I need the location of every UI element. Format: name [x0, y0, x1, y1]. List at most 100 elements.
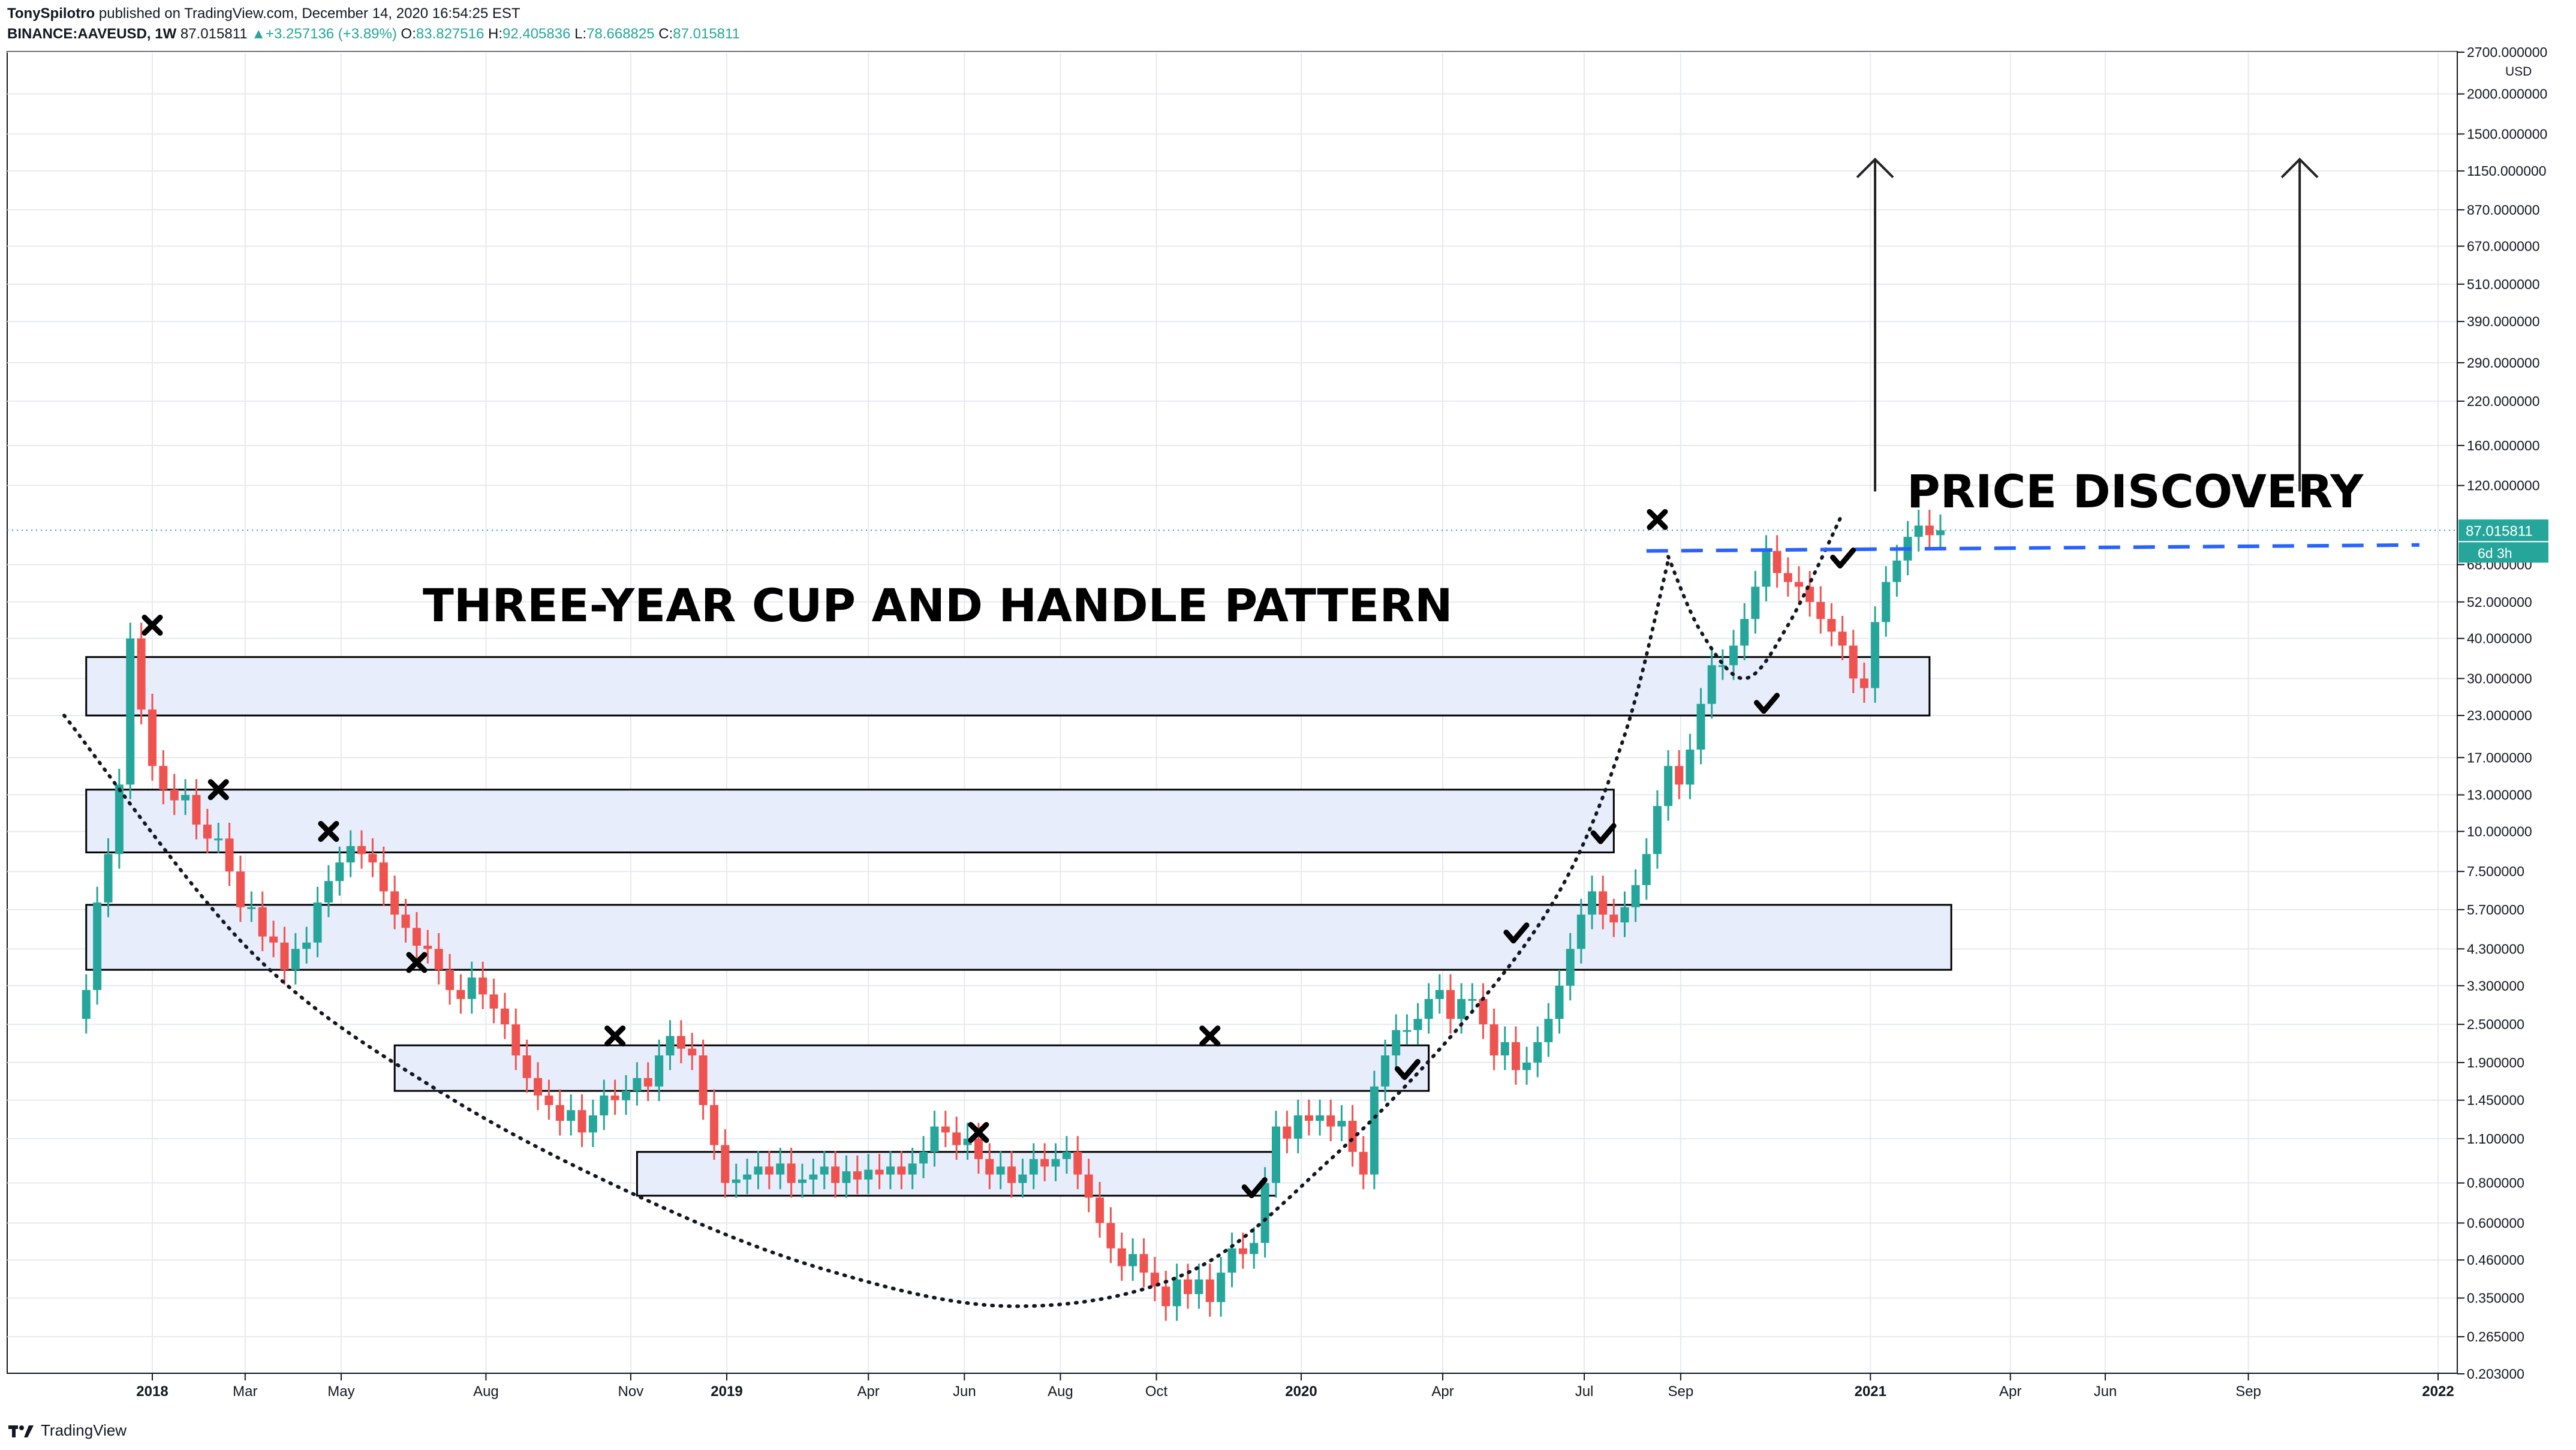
- candle-down: [985, 1159, 994, 1175]
- candle-up: [1457, 998, 1466, 1019]
- price-tick-label: 3.300000: [2467, 978, 2524, 994]
- price-tick-label: 17.000000: [2467, 750, 2532, 765]
- time-tick-label: Apr: [1431, 1383, 1453, 1400]
- candle-down: [610, 1095, 619, 1100]
- candle-down: [699, 1055, 708, 1105]
- candle-up: [996, 1166, 1005, 1175]
- handle-curve: [1666, 512, 1844, 681]
- candle-up: [886, 1166, 895, 1175]
- candle-up: [1128, 1254, 1137, 1267]
- price-zone: [85, 789, 1615, 853]
- candle-down: [489, 994, 498, 1009]
- price-change: +3.257136 (+3.89%): [266, 26, 397, 42]
- time-tick-label: 2018: [136, 1383, 168, 1400]
- candle-down: [676, 1036, 685, 1049]
- candle-down: [170, 789, 179, 801]
- time-tick-label: Sep: [2235, 1383, 2261, 1400]
- candle-up: [600, 1095, 609, 1115]
- candle-down: [1139, 1254, 1148, 1273]
- candle-up: [622, 1091, 631, 1100]
- price-tick-label: 2.500000: [2467, 1016, 2524, 1032]
- chart-header: TonySpilotro published on TradingView.co…: [7, 4, 740, 44]
- candle-up: [1424, 998, 1433, 1019]
- countdown-label: 6d 3h: [2478, 545, 2512, 561]
- cup-and-handle-curves: [7, 512, 2457, 1308]
- high-label: H:: [488, 26, 502, 42]
- candle-up: [1051, 1159, 1060, 1167]
- candle-down: [434, 949, 443, 970]
- candle-up: [1620, 907, 1629, 923]
- candle-up: [919, 1151, 928, 1164]
- price-tick-label: 1.450000: [2467, 1093, 2524, 1108]
- up-arrow-icon: ▲: [251, 26, 266, 42]
- price-zone: [85, 904, 1952, 971]
- price-tick-label: 7.500000: [2467, 864, 2524, 879]
- candle-down: [544, 1095, 553, 1105]
- time-tick-label: Nov: [618, 1383, 644, 1400]
- symbol-label[interactable]: BINANCE:AAVEUSD, 1W: [7, 26, 177, 42]
- price-tick-label: 870.000000: [2467, 202, 2540, 218]
- price-tick-label: 1.900000: [2467, 1055, 2524, 1070]
- candle-down: [412, 928, 421, 946]
- candle-up: [93, 903, 102, 990]
- candle-up: [1435, 989, 1444, 999]
- candle-down: [897, 1166, 906, 1175]
- candle-down: [456, 989, 465, 999]
- candle-up: [1653, 806, 1662, 855]
- candle-down: [1040, 1159, 1049, 1167]
- price-tick-label: 40.000000: [2467, 631, 2532, 646]
- candle-down: [379, 862, 388, 892]
- publisher-line: TonySpilotro published on TradingView.co…: [7, 4, 740, 24]
- open-value: 83.827516: [416, 26, 484, 42]
- candle-down: [225, 838, 234, 872]
- candle-down: [875, 1169, 884, 1175]
- candle-up: [1544, 1019, 1553, 1042]
- price-tick-label: 0.350000: [2467, 1290, 2524, 1306]
- candle-up: [588, 1115, 597, 1133]
- candle-up: [1588, 891, 1597, 915]
- close-label: C:: [658, 26, 673, 42]
- candle-up: [181, 795, 190, 801]
- last-price-badge: [2458, 519, 2548, 542]
- arrow-head-icon: [2280, 157, 2319, 179]
- candle-down: [1096, 1198, 1105, 1223]
- candle-up: [346, 846, 355, 863]
- check-icon: [1590, 823, 1617, 844]
- published-text: published on TradingView.com, December 1…: [98, 5, 520, 22]
- check-icon: [1241, 1177, 1268, 1199]
- candle-down: [1117, 1248, 1126, 1267]
- candle-up: [1566, 949, 1575, 986]
- candle-down: [357, 846, 366, 855]
- candle-up: [930, 1126, 939, 1152]
- candle-up: [864, 1169, 873, 1180]
- time-tick-label: 2022: [2422, 1383, 2454, 1400]
- cross-icon: [207, 779, 229, 801]
- candle-down: [1007, 1166, 1016, 1183]
- candle-down: [952, 1132, 961, 1145]
- price-tick-label: 670.000000: [2467, 238, 2540, 254]
- low-value: 78.668825: [586, 26, 655, 42]
- candle-down: [1783, 573, 1792, 582]
- candle-up: [1522, 1062, 1531, 1070]
- tradingview-brand[interactable]: TradingView: [41, 1421, 127, 1439]
- price-tick-label: 220.000000: [2467, 393, 2540, 409]
- candle-down: [1304, 1115, 1313, 1121]
- candle-up: [1707, 665, 1716, 704]
- candle-up: [324, 881, 333, 903]
- support-resistance-zones: [85, 656, 1952, 1197]
- check-icon: [1830, 547, 1856, 568]
- candle-down: [258, 907, 267, 937]
- price-tick-label: 2700.000000: [2467, 44, 2547, 60]
- author-name[interactable]: TonySpilotro: [7, 5, 95, 22]
- cross-icon: [1647, 509, 1668, 530]
- tradingview-logo-icon[interactable]: [7, 1422, 35, 1440]
- price-zone: [85, 656, 1931, 717]
- currency-label: USD: [2505, 65, 2532, 79]
- candle-up: [1696, 703, 1705, 750]
- time-tick-label: Apr: [1999, 1383, 2021, 1400]
- candle-up: [1729, 645, 1738, 666]
- candle-up: [1337, 1121, 1346, 1127]
- candle-up: [1555, 985, 1564, 1019]
- candle-down: [1205, 1279, 1214, 1302]
